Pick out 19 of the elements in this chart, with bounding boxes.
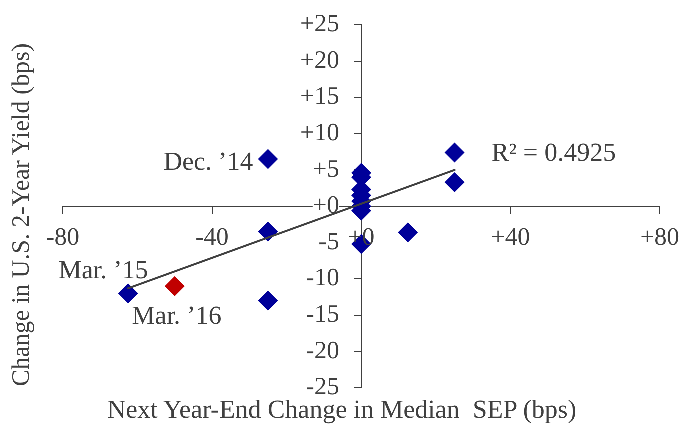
y-tick-label: -5 [318, 228, 340, 256]
annotation: Mar. ’16 [132, 301, 222, 330]
y-axis-title: Change in U.S. 2-Year Yield (bps) [8, 43, 36, 387]
x-tick-label: +40 [491, 224, 530, 252]
y-tick-label: -15 [306, 300, 340, 328]
y-tick-label: +25 [300, 10, 340, 38]
annotation: R² = 0.4925 [492, 138, 616, 168]
y-tick-label: -20 [306, 337, 340, 364]
annotation: Dec. ’14 [164, 147, 254, 176]
y-tick-label: +15 [300, 83, 340, 110]
y-tick-label: +20 [300, 46, 340, 74]
y-tick-label: +5 [312, 156, 340, 183]
y-tick-label: +10 [300, 119, 340, 146]
x-tick-label: -40 [196, 224, 229, 252]
x-tick-label: +80 [640, 224, 680, 252]
y-tick-label: -10 [306, 264, 340, 292]
y-tick-label: +0 [312, 192, 340, 220]
annotation: Mar. ’15 [58, 255, 148, 284]
x-tick-label: -80 [46, 224, 80, 252]
